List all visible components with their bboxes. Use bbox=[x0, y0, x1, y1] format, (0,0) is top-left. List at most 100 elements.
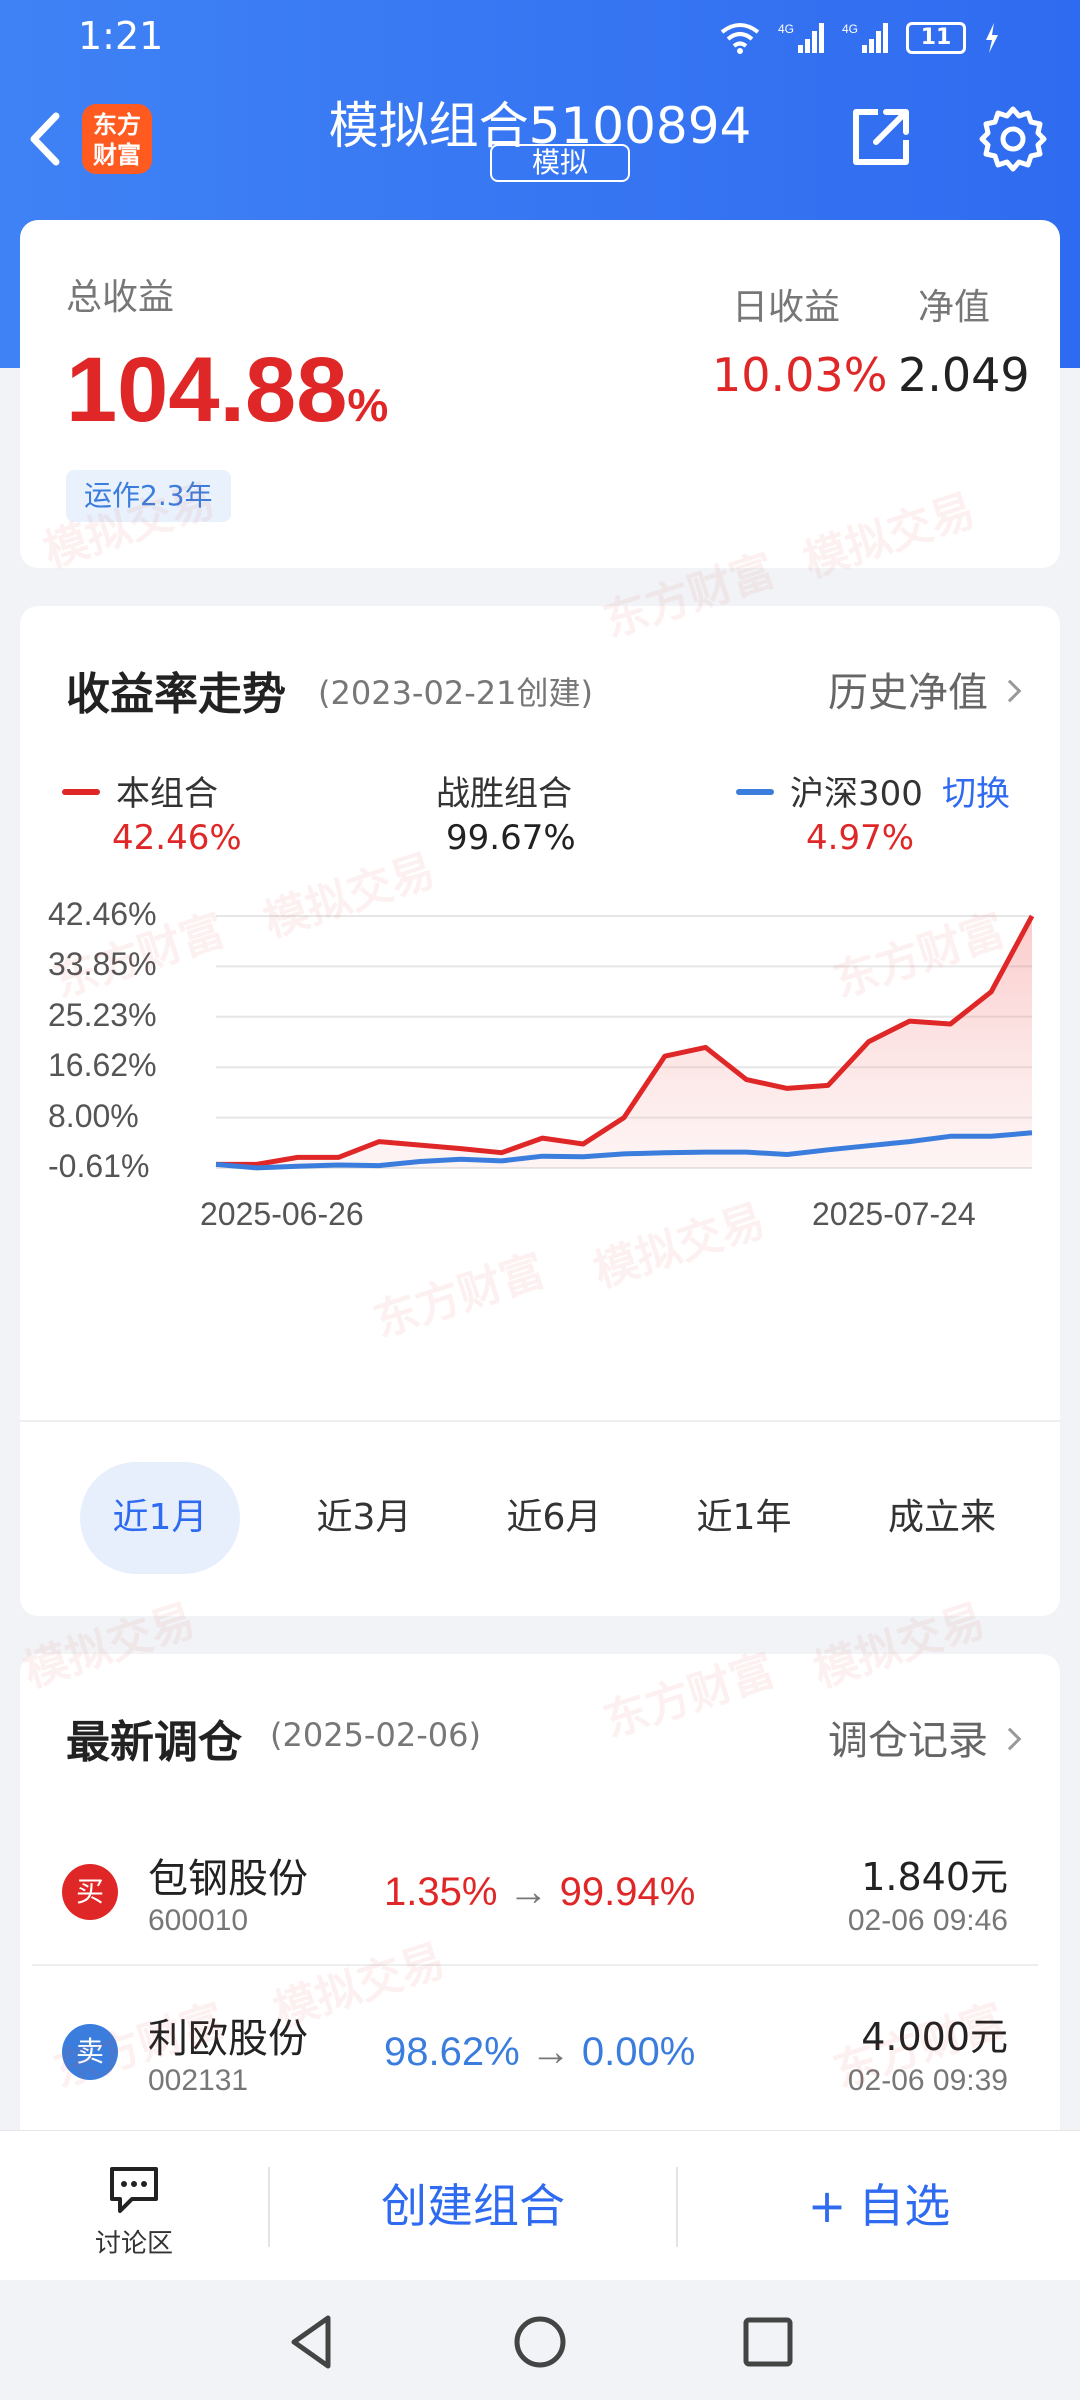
status-icons: 4G 4G 11 bbox=[720, 18, 1000, 58]
gear-icon[interactable] bbox=[978, 104, 1048, 174]
watchlist-label: 自选 bbox=[858, 2179, 951, 2233]
status-bar: 1:21 4G 4G 11 bbox=[0, 0, 1080, 76]
series-line-1 bbox=[215, 1130, 1033, 1171]
simulated-tag: 模拟 bbox=[490, 144, 630, 182]
network-label-2: 4G bbox=[842, 22, 858, 36]
rebalance-title: 最新调仓 bbox=[66, 1717, 242, 1768]
chat-bubble-icon bbox=[110, 2167, 158, 2213]
arrow-right-icon: → bbox=[530, 2030, 571, 2074]
history-nav-label: 历史净值 bbox=[828, 670, 988, 716]
buy-badge: 买 bbox=[62, 1864, 118, 1920]
system-nav-bar bbox=[0, 2282, 1080, 2400]
tab-since-inception[interactable]: 成立来 bbox=[887, 1497, 996, 1538]
bottom-action-bar: 讨论区 创建组合 + 自选 bbox=[0, 2130, 1080, 2280]
summary-card: 总收益 104.88% 运作2.3年 日收益 净值 10.03% 2.049 bbox=[20, 220, 1060, 568]
app-logo: 东方 财富 bbox=[82, 104, 152, 174]
history-nav-link[interactable]: 历史净值 bbox=[828, 660, 1022, 718]
legend-portfolio-value: 42.46% bbox=[112, 818, 242, 858]
legend-portfolio-name: 本组合 bbox=[116, 774, 218, 814]
legend-beat-value: 99.67% bbox=[446, 818, 576, 858]
stock-code: 600010 bbox=[148, 1904, 249, 1937]
trend-title: 收益率走势 bbox=[66, 669, 286, 720]
rebalance-card: 最新调仓 (2025-02-06) 调仓记录 买 包钢股份 600010 1.3… bbox=[20, 1654, 1060, 2134]
status-time: 1:21 bbox=[78, 14, 164, 58]
chevron-right-icon bbox=[998, 1727, 1022, 1751]
trend-card: 收益率走势 (2023-02-21创建) 历史净值 本组合 42.46% 战胜组… bbox=[20, 606, 1060, 1616]
run-duration-badge: 运作2.3年 bbox=[66, 470, 231, 522]
wifi-icon bbox=[720, 23, 760, 54]
series-line-0 bbox=[216, 914, 1035, 1167]
battery-icon: 11 bbox=[906, 22, 966, 54]
tab-1-year[interactable]: 近1年 bbox=[696, 1497, 792, 1538]
weight-to: 99.94% bbox=[559, 1870, 696, 1914]
weight-from: 1.35% bbox=[384, 1870, 498, 1914]
trade-price: 4.000元 bbox=[861, 2015, 1008, 2059]
logo-line-2: 财富 bbox=[93, 141, 141, 169]
home-circle-icon[interactable] bbox=[508, 2310, 572, 2374]
y-tick-label: 42.46% bbox=[48, 896, 157, 932]
daily-return-value: 10.03% bbox=[712, 348, 888, 402]
recent-apps-icon[interactable] bbox=[736, 2310, 800, 2374]
create-portfolio-button[interactable]: 创建组合 bbox=[381, 2179, 565, 2233]
legend-portfolio: 本组合 bbox=[62, 766, 218, 815]
y-tick-label: 33.85% bbox=[48, 946, 157, 983]
charging-icon bbox=[986, 23, 998, 53]
trade-time: 02-06 09:39 bbox=[847, 2064, 1008, 2097]
weight-change: 1.35% → 99.94% bbox=[384, 1870, 695, 1915]
y-tick-label: 8.00% bbox=[48, 1097, 139, 1134]
legend-index: 沪深300 bbox=[736, 766, 923, 815]
trade-price: 1.840元 bbox=[861, 1855, 1008, 1899]
stock-name: 利欧股份 bbox=[148, 2016, 308, 2062]
return-chart: 42.46% 33.85% 25.23% 16.62% 8.00% -0.61% 2025… bbox=[20, 896, 1060, 1316]
trend-created-date: (2023-02-21创建) bbox=[318, 674, 593, 712]
back-triangle-icon[interactable] bbox=[280, 2310, 344, 2374]
legend-beat-name: 战胜组合 bbox=[436, 774, 572, 814]
x-tick-label: 2025-07-24 bbox=[812, 1196, 976, 1232]
net-value-value: 2.049 bbox=[898, 348, 1030, 402]
daily-return-label: 日收益 bbox=[732, 287, 841, 328]
total-return-unit: % bbox=[347, 379, 389, 431]
return-chart-svg bbox=[215, 914, 1035, 1171]
total-return-value: 104.88% bbox=[66, 338, 388, 443]
legend-index-name: 沪深300 bbox=[790, 774, 923, 814]
back-arrow-icon[interactable] bbox=[20, 104, 70, 174]
chart-divider bbox=[20, 1420, 1060, 1422]
discussion-button[interactable]: 讨论区 bbox=[54, 2165, 214, 2260]
y-tick-label: 25.23% bbox=[48, 996, 157, 1033]
discussion-label: 讨论区 bbox=[94, 2229, 173, 2259]
y-tick-label: 16.62% bbox=[48, 1047, 157, 1084]
tab-6-months[interactable]: 近6月 bbox=[506, 1497, 602, 1538]
weight-from: 98.62% bbox=[384, 2030, 520, 2074]
tab-3-months[interactable]: 近3月 bbox=[316, 1497, 412, 1538]
stock-code: 002131 bbox=[148, 2064, 249, 2097]
stock-name: 包钢股份 bbox=[148, 1856, 308, 1902]
network-label-1: 4G bbox=[778, 22, 794, 36]
rebalance-records-label: 调仓记录 bbox=[828, 1718, 988, 1764]
rebalance-row[interactable]: 买 包钢股份 600010 1.35% → 99.94% 1.840元 02-0… bbox=[32, 1810, 1038, 1970]
sell-badge: 卖 bbox=[62, 2024, 118, 2080]
add-watchlist-button[interactable]: + 自选 bbox=[678, 2131, 1080, 2281]
series-area-0 bbox=[216, 916, 1032, 1168]
arrow-right-icon: → bbox=[508, 1870, 549, 1914]
y-tick-label: -0.61% bbox=[48, 1148, 150, 1184]
tab-1-month[interactable]: 近1月 bbox=[80, 1462, 240, 1574]
rebalance-row[interactable]: 卖 利欧股份 002131 98.62% → 0.00% 4.000元 02-0… bbox=[32, 1970, 1038, 2130]
switch-benchmark-button[interactable]: 切换 bbox=[942, 774, 1010, 814]
total-return-number: 104.88 bbox=[66, 339, 348, 441]
x-tick-label: 2025-06-26 bbox=[200, 1196, 364, 1232]
legend-index-line bbox=[736, 788, 774, 795]
logo-line-1: 东方 bbox=[93, 111, 141, 139]
rebalance-date: (2025-02-06) bbox=[270, 1716, 481, 1754]
chevron-right-icon bbox=[998, 679, 1022, 703]
legend-portfolio-line bbox=[62, 788, 100, 795]
share-icon[interactable] bbox=[848, 104, 914, 170]
bar-divider bbox=[676, 2167, 678, 2247]
nav-bar: 东方 财富 模拟组合5100894 模拟 bbox=[0, 80, 1080, 200]
total-return-label: 总收益 bbox=[66, 277, 175, 318]
signal-icon: 4G bbox=[778, 22, 824, 53]
bar-divider bbox=[268, 2167, 270, 2247]
legend-index-value: 4.97% bbox=[806, 818, 915, 858]
trade-time: 02-06 09:46 bbox=[847, 1904, 1008, 1937]
rebalance-records-link[interactable]: 调仓记录 bbox=[828, 1708, 1022, 1766]
weight-change: 98.62% → 0.00% bbox=[384, 2030, 695, 2075]
